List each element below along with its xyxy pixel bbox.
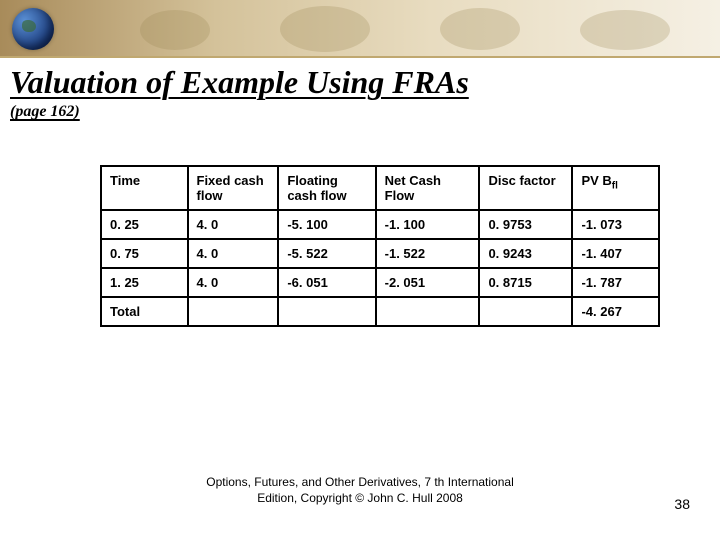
col-net: Net Cash Flow	[376, 166, 480, 210]
col-time: Time	[101, 166, 188, 210]
table-header-row: Time Fixed cash flow Floating cash flow …	[101, 166, 659, 210]
cell: 0. 8715	[479, 268, 572, 297]
cell: -5. 522	[278, 239, 375, 268]
table-row: 0. 25 4. 0 -5. 100 -1. 100 0. 9753 -1. 0…	[101, 210, 659, 239]
page-title: Valuation of Example Using FRAs	[10, 64, 710, 101]
cell: 1. 25	[101, 268, 188, 297]
title-block: Valuation of Example Using FRAs (page 16…	[0, 58, 720, 121]
cell: -1. 787	[572, 268, 659, 297]
cell: 4. 0	[188, 268, 279, 297]
cell: -6. 051	[278, 268, 375, 297]
banner	[0, 0, 720, 58]
valuation-table: Time Fixed cash flow Floating cash flow …	[100, 165, 660, 327]
cell-empty	[278, 297, 375, 326]
cell: 0. 9753	[479, 210, 572, 239]
total-value: -4. 267	[572, 297, 659, 326]
page-subtitle: (page 162)	[10, 103, 710, 121]
cell: 4. 0	[188, 239, 279, 268]
valuation-table-container: Time Fixed cash flow Floating cash flow …	[100, 165, 660, 327]
page-number: 38	[674, 496, 690, 512]
cell: -2. 051	[376, 268, 480, 297]
col-disc: Disc factor	[479, 166, 572, 210]
col-float: Floating cash flow	[278, 166, 375, 210]
cell: -1. 100	[376, 210, 480, 239]
table-row: 0. 75 4. 0 -5. 522 -1. 522 0. 9243 -1. 4…	[101, 239, 659, 268]
cell: -5. 100	[278, 210, 375, 239]
cell: -1. 407	[572, 239, 659, 268]
col-pv: PV Bfl	[572, 166, 659, 210]
pv-label-main: PV B	[581, 173, 611, 188]
cell-empty	[479, 297, 572, 326]
table-row: 1. 25 4. 0 -6. 051 -2. 051 0. 8715 -1. 7…	[101, 268, 659, 297]
cell: 4. 0	[188, 210, 279, 239]
footer-citation: Options, Futures, and Other Derivatives,…	[0, 474, 720, 506]
cell-empty	[376, 297, 480, 326]
cell: 0. 9243	[479, 239, 572, 268]
pv-label-sub: fl	[612, 181, 618, 192]
table-total-row: Total -4. 267	[101, 297, 659, 326]
cell: -1. 522	[376, 239, 480, 268]
cell-empty	[188, 297, 279, 326]
map-decoration	[440, 8, 520, 50]
cell: -1. 073	[572, 210, 659, 239]
col-fixed: Fixed cash flow	[188, 166, 279, 210]
map-decoration	[580, 10, 670, 50]
citation-line-1: Options, Futures, and Other Derivatives,…	[206, 475, 514, 489]
cell: 0. 25	[101, 210, 188, 239]
map-decoration	[140, 10, 210, 50]
citation-line-2: Edition, Copyright © John C. Hull 2008	[257, 491, 463, 505]
globe-icon	[12, 8, 54, 50]
cell: 0. 75	[101, 239, 188, 268]
total-label: Total	[101, 297, 188, 326]
map-decoration	[280, 6, 370, 52]
